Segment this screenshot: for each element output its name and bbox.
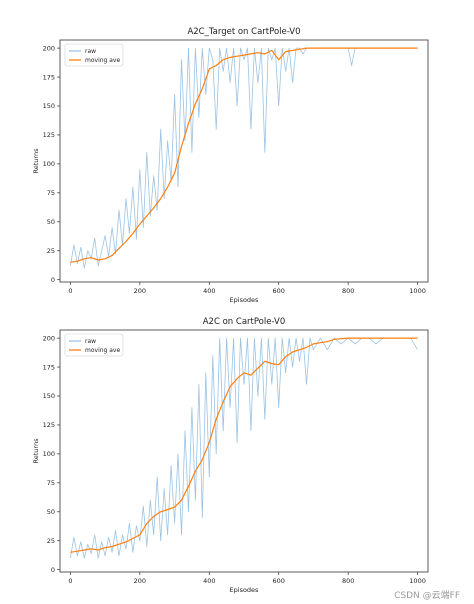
x-tick-label: 600 [273, 577, 285, 585]
chart-title: A2C_Target on CartPole-V0 [187, 27, 300, 37]
chart-a2c: A2C on CartPole-V0 0 200 400 600 800 1000 0 25 50… [32, 317, 429, 594]
x-tick-label: 1000 [409, 577, 426, 585]
x-tick-label: 0 [68, 577, 72, 585]
y-tick-label: 75 [47, 479, 55, 487]
series-line-moving-ave [70, 337, 418, 553]
plot-area [70, 47, 418, 269]
chart-a2c-target: A2C_Target on CartPole-V0 0 200 400 600 800 10… [32, 27, 429, 304]
x-axis-label: Episodes [230, 296, 260, 304]
y-tick-label: 125 [43, 131, 55, 139]
y-axis-label: Returns [32, 438, 40, 464]
x-tick-label: 200 [134, 287, 146, 295]
y-tick-label: 25 [47, 537, 55, 545]
x-axis-label: Episodes [230, 586, 260, 594]
y-tick-label: 100 [43, 160, 55, 168]
legend-label: raw [85, 48, 96, 55]
x-tick-label: 600 [273, 287, 285, 295]
y-tick-label: 200 [43, 44, 55, 52]
x-tick-label: 800 [342, 577, 354, 585]
legend-label: moving ave [85, 347, 120, 354]
y-tick-label: 175 [43, 363, 55, 371]
x-tick-label: 400 [203, 287, 215, 295]
chart-title: A2C on CartPole-V0 [203, 317, 286, 327]
y-tick-label: 150 [43, 102, 55, 110]
series-line-raw [70, 337, 418, 559]
x-tick-label: 1000 [409, 287, 426, 295]
legend: raw moving ave [64, 43, 124, 67]
series-line-raw [70, 47, 418, 269]
legend-label: raw [85, 338, 96, 345]
x-tick-label: 0 [68, 287, 72, 295]
y-tick-label: 125 [43, 421, 55, 429]
plot-area [70, 337, 418, 559]
y-axis-label: Returns [32, 148, 40, 174]
x-tick-label: 200 [134, 577, 146, 585]
y-tick-label: 200 [43, 334, 55, 342]
x-tick-label: 400 [203, 577, 215, 585]
y-tick-label: 100 [43, 450, 55, 458]
watermark-text: CSDN @云端FF [394, 591, 460, 601]
x-tick-label: 800 [342, 287, 354, 295]
y-tick-label: 50 [47, 508, 55, 516]
series-line-moving-ave [70, 47, 418, 263]
legend-label: moving ave [85, 57, 120, 64]
y-tick-label: 0 [51, 566, 55, 574]
legend: raw moving ave [64, 333, 124, 357]
y-tick-label: 0 [51, 276, 55, 284]
y-tick-label: 150 [43, 392, 55, 400]
plot-frame [59, 329, 429, 573]
y-tick-label: 175 [43, 73, 55, 81]
y-tick-label: 25 [47, 247, 55, 255]
y-tick-label: 50 [47, 218, 55, 226]
y-tick-label: 75 [47, 189, 55, 197]
plot-frame [59, 39, 429, 283]
